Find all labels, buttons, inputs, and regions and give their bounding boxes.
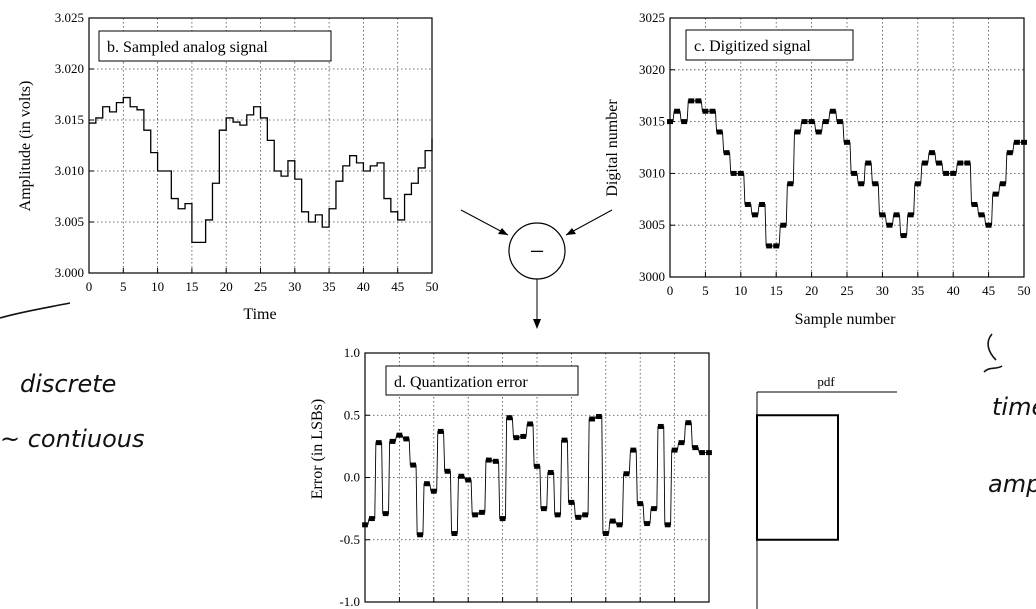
x-tick-label: 15: [770, 283, 783, 298]
x-tick-label: 20: [805, 283, 818, 298]
x-tick-label: 45: [982, 283, 995, 298]
chart-d-title-box: d. Quantization error: [385, 365, 579, 396]
x-tick-label: 0: [667, 283, 674, 298]
y-tick-label: 0.5: [344, 407, 360, 422]
subtraction-diagram: −: [460, 209, 613, 329]
x-tick-label: 10: [734, 283, 747, 298]
arrowhead-from-analog: [498, 228, 508, 235]
note-time: time: [992, 393, 1036, 421]
x-tick-label: 35: [911, 283, 924, 298]
x-tick-label: 25: [841, 283, 854, 298]
y-tick-label: 3015: [639, 114, 665, 129]
note-amp: amp: [988, 470, 1036, 498]
handwritten-stroke: [0, 302, 71, 319]
chart-d-title-frame: [385, 365, 579, 396]
y-tick-label: -1.0: [339, 594, 360, 609]
x-tick-label: 25: [254, 279, 267, 294]
chart-digitized-signal: 0 5 10 15 20 25 30 35 40 45 50 3000 3005 3010 3015 3020…: [604, 10, 1031, 328]
arrowhead-to-error: [533, 319, 541, 329]
chart-b-xlabel: Time: [243, 306, 276, 323]
handwritten-notes: discrete ~ contiuous time amp: [0, 302, 1036, 498]
y-tick-label: 3.025: [55, 10, 84, 25]
chart-c-frame: [669, 17, 1025, 278]
x-tick-label: 30: [876, 283, 889, 298]
chart-b-title-frame: [98, 30, 332, 62]
chart-b-title-box: b. Sampled analog signal: [98, 30, 332, 62]
y-tick-label: 3020: [639, 62, 665, 77]
chart-quantization-error: 1.00.50.0-0.5-1.0 d. Quantization error …: [309, 345, 712, 609]
x-tick-label: 35: [323, 279, 336, 294]
note-continuous: ~ contiuous: [0, 425, 145, 453]
chart-c-ylabel: Digital number: [604, 99, 621, 197]
y-tick-label: 3.020: [55, 61, 84, 76]
y-tick-label: 3.005: [55, 214, 84, 229]
chart-d-series: [362, 413, 712, 538]
chart-c-title: c. Digitized signal: [694, 38, 811, 55]
minus-sign: −: [530, 237, 545, 266]
y-tick-label: -0.5: [339, 532, 360, 547]
chart-b-frame: [88, 17, 433, 274]
chart-b-ylabel: Amplitude (in volts): [17, 81, 34, 212]
arrowhead-from-digital: [566, 228, 576, 235]
series-connector-line: [367, 416, 712, 536]
note-discrete: discrete: [20, 370, 116, 398]
x-tick-label: 15: [185, 279, 198, 294]
y-tick-label: 3010: [639, 165, 665, 180]
chart-b-series: [89, 96, 433, 244]
y-tick-label: 3000: [639, 269, 665, 284]
chart-d-title: d. Quantization error: [394, 374, 528, 391]
x-tick-label: 10: [151, 279, 164, 294]
y-tick-label: 3.015: [55, 112, 84, 127]
chart-d-frame: [364, 352, 710, 603]
chart-pdf: pdf: [756, 374, 897, 609]
y-tick-label: 0.0: [344, 470, 360, 485]
y-tick-label: 3005: [639, 217, 665, 232]
chart-c-xlabel: Sample number: [795, 311, 897, 328]
chart-b-ticks: 0 5 10 15 20 25 30 35 40 45 50 3.000 3.005 3.010 3.015…: [55, 10, 439, 294]
handwritten-brace: [983, 333, 1003, 373]
y-tick-label: 3025: [639, 10, 665, 25]
x-tick-label: 5: [702, 283, 709, 298]
chart-b-title: b. Sampled analog signal: [107, 39, 268, 56]
chart-sampled-analog-signal: 0 5 10 15 20 25 30 35 40 45 50 3.000 3.005 3.010 3.015…: [17, 10, 439, 323]
series-step-line: [89, 96, 433, 244]
x-tick-label: 30: [288, 279, 301, 294]
x-tick-label: 50: [426, 279, 439, 294]
x-tick-label: 40: [947, 283, 960, 298]
y-tick-label: 1.0: [344, 345, 360, 360]
chart-c-series: [667, 98, 1027, 249]
chart-c-grid: [670, 18, 1024, 277]
x-tick-label: 45: [391, 279, 404, 294]
chart-c-title-frame: [685, 29, 854, 61]
y-tick-label: 3.000: [55, 265, 84, 280]
chart-d-ylabel: Error (in LSBs): [309, 399, 326, 499]
x-tick-label: 0: [86, 279, 93, 294]
x-tick-label: 5: [120, 279, 127, 294]
x-tick-label: 40: [357, 279, 370, 294]
chart-c-title-box: c. Digitized signal: [685, 29, 854, 61]
pdf-title: pdf: [817, 374, 835, 389]
x-tick-label: 20: [220, 279, 233, 294]
x-tick-label: 50: [1018, 283, 1031, 298]
pdf-uniform-rect: [756, 414, 839, 541]
chart-c-ticks: 0 5 10 15 20 25 30 35 40 45 50 3000 3005 3010 3015 3020…: [639, 10, 1031, 298]
y-tick-label: 3.010: [55, 163, 84, 178]
